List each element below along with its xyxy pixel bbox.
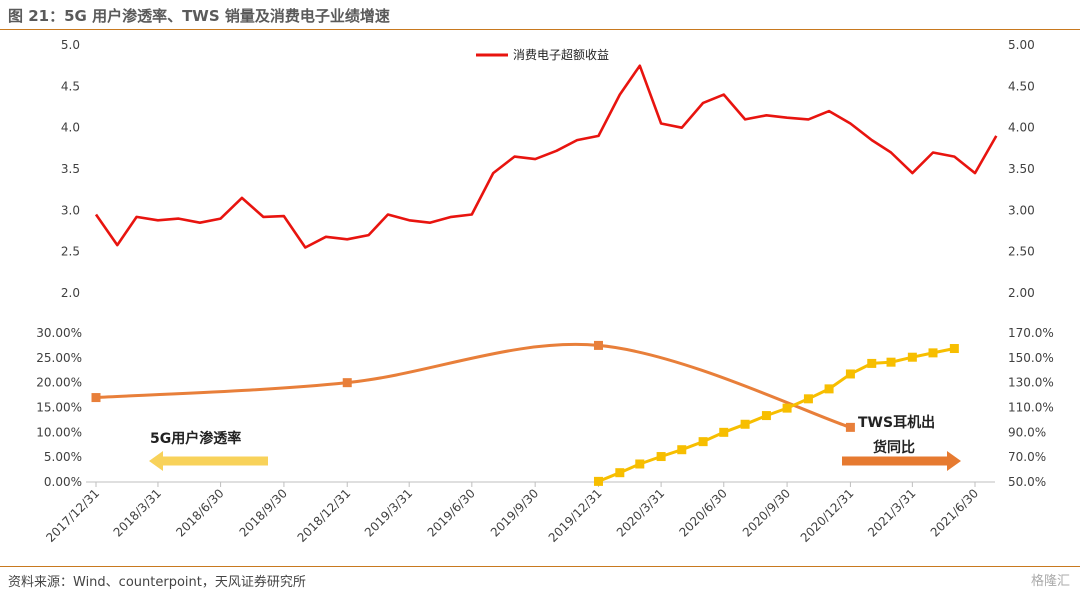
tws-yoy-marker (928, 348, 938, 358)
title-divider (0, 29, 1080, 30)
tws-yoy-marker (677, 445, 687, 455)
bottom-left-tick-label: 5.00% (44, 450, 82, 464)
top-left-tick-label: 3.0 (61, 203, 80, 217)
bottom-right-tick-label: 50.0% (1008, 475, 1046, 489)
bottom-right-tick-label: 70.0% (1008, 450, 1046, 464)
right-arrow-icon (842, 451, 961, 471)
x-tick-label: 2019/9/30 (488, 486, 541, 539)
bottom-right-tick-label: 110.0% (1008, 401, 1054, 415)
tws-yoy-marker (886, 357, 896, 367)
legend-label-excess-return: 消费电子超额收益 (513, 47, 609, 62)
x-tick-label: 2018/12/31 (295, 486, 354, 545)
bottom-right-tick-label: 130.0% (1008, 376, 1054, 390)
5g-penetration-marker (593, 340, 603, 350)
top-right-tick-label: 5.00 (1008, 38, 1035, 52)
tws-yoy-marker (740, 419, 750, 429)
bottom-right-axis-ticks: 170.0% 150.0% 130.0% 110.0% 90.0% 70.0% 50.0% (1008, 326, 1054, 489)
tws-yoy-marker (656, 452, 666, 462)
tws-yoy-marker (698, 437, 708, 447)
5g-penetration-line (95, 342, 851, 429)
top-plot-area (94, 64, 998, 249)
5g-penetration-marker (342, 378, 352, 388)
5g-penetration-marker (845, 422, 855, 432)
x-tick-label: 2021/3/31 (865, 486, 918, 539)
top-right-tick-label: 2.50 (1008, 245, 1035, 259)
x-axis-tick-labels: 2017/12/31 2018/3/31 2018/6/30 2018/9/30 201… (43, 486, 981, 545)
x-tick-label: 2020/12/31 (798, 486, 857, 545)
bottom-axes (86, 481, 995, 487)
bottom-left-tick-label: 10.00% (36, 425, 82, 439)
x-tick-label: 2020/3/31 (614, 486, 667, 539)
tws-yoy-label-line1: TWS耳机出 (858, 414, 935, 431)
top-left-axis-ticks: 5.0 4.5 4.0 3.5 3.0 2.5 2.0 (61, 38, 80, 300)
x-tick-label: 2018/6/30 (173, 486, 226, 539)
top-right-tick-label: 2.00 (1008, 286, 1035, 300)
bottom-left-axis-ticks: 30.00% 25.00% 20.00% 15.00% 10.00% 5.00% 0.00% (36, 326, 82, 489)
top-left-tick-label: 2.0 (61, 286, 80, 300)
legend: 消费电子超额收益 (476, 47, 609, 62)
x-tick-label: 2018/9/30 (237, 486, 290, 539)
tws-yoy-marker (907, 352, 917, 362)
top-right-tick-label: 4.50 (1008, 79, 1035, 93)
top-right-axis-ticks: 5.00 4.50 4.00 3.50 3.00 2.50 2.00 (1008, 38, 1035, 300)
top-right-tick-label: 3.00 (1008, 203, 1035, 217)
source-divider (0, 566, 1080, 567)
tws-yoy-marker (867, 358, 877, 368)
bottom-plot-area (91, 340, 959, 486)
tws-yoy-marker (949, 344, 959, 354)
figure-source: 资料来源：Wind、counterpoint，天风证券研究所 (8, 575, 306, 590)
top-left-tick-label: 4.0 (61, 121, 80, 135)
tws-yoy-marker (593, 476, 603, 486)
excess-return-line (94, 64, 998, 249)
bottom-right-tick-label: 150.0% (1008, 351, 1054, 365)
top-left-tick-label: 5.0 (61, 38, 80, 52)
x-tick-label: 2019/3/31 (362, 486, 415, 539)
watermark-logo: 格隆汇 (1030, 574, 1070, 589)
5g-penetration-marker (91, 393, 101, 403)
x-tick-label: 2018/3/31 (111, 486, 164, 539)
left-arrow-icon (149, 451, 268, 471)
top-left-tick-label: 2.5 (61, 245, 80, 259)
tws-yoy-marker (635, 459, 645, 469)
top-left-tick-label: 3.5 (61, 162, 80, 176)
chart-canvas: 5.0 4.5 4.0 3.5 3.0 2.5 2.0 5.00 4.50 4.00 3.50 3.… (36, 38, 1054, 545)
figure-title: 图 21：5G 用户渗透率、TWS 销量及消费电子业绩增速 (8, 7, 390, 25)
tws-yoy-marker (615, 468, 625, 478)
x-tick-label: 2017/12/31 (43, 486, 102, 545)
bottom-right-tick-label: 170.0% (1008, 326, 1054, 340)
bottom-left-tick-label: 0.00% (44, 475, 82, 489)
tws-yoy-marker (761, 411, 771, 421)
bottom-left-tick-label: 20.00% (36, 376, 82, 390)
bottom-left-tick-label: 15.00% (36, 401, 82, 415)
x-tick-label: 2020/6/30 (676, 486, 729, 539)
x-tick-label: 2019/6/30 (425, 486, 478, 539)
tws-yoy-label-line2: 货同比 (872, 439, 915, 456)
x-tick-label: 2019/12/31 (546, 486, 605, 545)
x-tick-label: 2020/9/30 (740, 486, 793, 539)
top-right-tick-label: 4.00 (1008, 121, 1035, 135)
x-tick-label: 2021/6/30 (928, 486, 981, 539)
bottom-left-tick-label: 30.00% (36, 326, 82, 340)
5g-penetration-label: 5G用户渗透率 (150, 430, 241, 447)
tws-yoy-marker (782, 403, 792, 413)
top-right-tick-label: 3.50 (1008, 162, 1035, 176)
tws-yoy-marker (824, 384, 834, 394)
bottom-right-tick-label: 90.0% (1008, 425, 1046, 439)
tws-yoy-marker (803, 394, 813, 404)
tws-yoy-marker (845, 369, 855, 379)
bottom-left-tick-label: 25.00% (36, 351, 82, 365)
top-left-tick-label: 4.5 (61, 79, 80, 93)
tws-yoy-marker (719, 427, 729, 437)
